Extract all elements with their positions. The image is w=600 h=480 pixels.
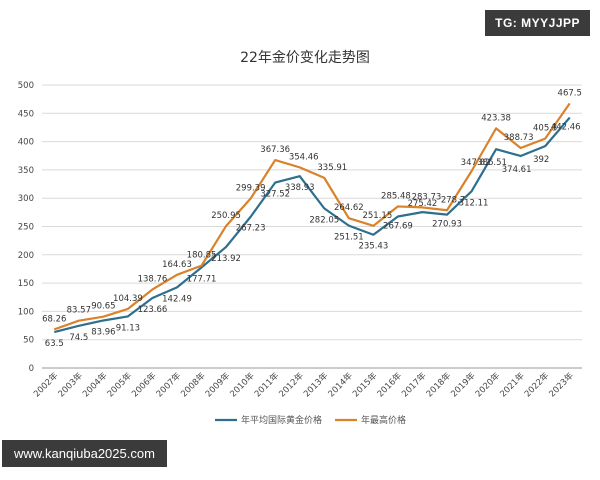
x-tick-label: 2005年 <box>105 370 134 399</box>
data-label: 347.82 <box>461 158 491 168</box>
grid-layer <box>42 84 582 369</box>
data-label: 83.57 <box>67 306 91 316</box>
y-tick-label: 450 <box>18 109 34 119</box>
data-label: 278.7 <box>441 195 465 205</box>
data-label: 83.96 <box>91 327 115 337</box>
data-label: 275.42 <box>408 199 438 209</box>
x-tick-label: 2023年 <box>547 370 576 399</box>
y-tick-label: 100 <box>18 307 34 317</box>
legend-label: 年平均国际黄金价格 <box>241 414 322 426</box>
data-label: 251.51 <box>334 233 364 243</box>
data-label: 282.05 <box>309 215 339 225</box>
x-tick-label: 2003年 <box>56 370 85 399</box>
data-label: 235.43 <box>358 242 388 252</box>
data-label: 270.93 <box>432 220 462 230</box>
x-tick-label: 2010年 <box>228 370 257 399</box>
watermark-top: TG: MYYJJPP <box>485 10 590 36</box>
x-tick-label: 2011年 <box>252 370 281 399</box>
x-axis-ticks: 2002年2003年2004年2005年2006年2007年2008年2009年… <box>31 370 576 399</box>
data-label: 142.49 <box>162 294 192 304</box>
legend-label: 年最高价格 <box>361 414 406 426</box>
data-label: 63.5 <box>45 339 64 349</box>
legend: 年平均国际黄金价格 年最高价格 <box>215 414 406 426</box>
data-label: 423.38 <box>481 113 511 123</box>
y-axis-ticks: 0 50 100 150 200 250 300 350 400 450 500 <box>18 81 34 374</box>
x-tick-label: 2012年 <box>277 370 306 399</box>
series-line-1 <box>53 102 571 331</box>
data-label: 386.51 <box>477 158 507 168</box>
chart-title: 22年金价变化走势图 <box>240 50 370 66</box>
data-label: 285.48 <box>381 191 411 201</box>
y-tick-label: 300 <box>18 194 34 204</box>
data-label: 91.13 <box>116 323 140 333</box>
data-label: 267.23 <box>236 224 266 234</box>
data-label: 267.69 <box>383 221 413 231</box>
data-label: 467.5 <box>558 88 582 98</box>
data-label: 264.62 <box>334 203 364 213</box>
data-label: 123.66 <box>138 305 168 315</box>
data-label: 312.11 <box>459 198 489 208</box>
y-tick-label: 150 <box>18 279 34 289</box>
data-label: 177.71 <box>187 274 217 284</box>
x-tick-label: 2021年 <box>498 370 527 399</box>
series-layer <box>53 102 571 334</box>
series-line-0 <box>54 116 571 334</box>
data-label: 138.76 <box>138 274 168 284</box>
data-label: 354.46 <box>289 152 319 162</box>
y-tick-label: 50 <box>23 336 34 346</box>
data-label: 367.36 <box>260 145 290 155</box>
x-tick-label: 2019年 <box>449 370 478 399</box>
x-tick-label: 2009年 <box>203 370 232 399</box>
data-label: 251.15 <box>362 211 392 221</box>
gold-price-chart: 0 50 100 150 200 250 300 350 400 450 500 2002年2003… <box>18 50 582 426</box>
y-tick-label: 500 <box>18 81 34 91</box>
data-label: 442.46 <box>551 123 581 133</box>
y-tick-label: 200 <box>18 251 34 261</box>
data-label: 104.39 <box>113 294 143 304</box>
x-tick-label: 2013年 <box>301 370 330 399</box>
x-tick-label: 2004年 <box>80 370 109 399</box>
data-label: 388.73 <box>504 133 534 143</box>
data-label: 164.63 <box>162 260 192 270</box>
data-label: 392 <box>533 155 549 165</box>
data-label: 180.85 <box>187 251 217 261</box>
y-tick-label: 350 <box>18 166 34 176</box>
data-label: 374.61 <box>502 165 532 175</box>
chart-card: 0 50 100 150 200 250 300 350 400 450 500 2002年 2003… <box>17 50 582 426</box>
x-tick-label: 2002年 <box>31 370 60 399</box>
x-tick-label: 2006年 <box>129 370 158 399</box>
data-label: 299.39 <box>236 184 266 194</box>
data-label: 213.92 <box>211 254 241 264</box>
data-label: 90.65 <box>91 302 115 312</box>
data-label: 327.52 <box>260 190 290 200</box>
data-label: 283.73 <box>412 192 442 202</box>
x-tick-label: 2014年 <box>326 370 355 399</box>
data-label: 338.93 <box>285 183 315 193</box>
data-label: 74.5 <box>69 333 88 343</box>
data-label: 68.26 <box>42 314 66 324</box>
y-tick-label: 0 <box>29 364 34 374</box>
x-tick-label: 2016年 <box>375 370 404 399</box>
watermark-bottom: www.kanqiuba2025.com <box>2 440 167 467</box>
data-label: 405.3 <box>533 124 557 134</box>
data-label: 335.91 <box>317 163 347 173</box>
x-tick-label: 2008年 <box>179 370 208 399</box>
x-tick-label: 2007年 <box>154 370 183 399</box>
data-label: 250.95 <box>211 211 241 221</box>
x-tick-label: 2022年 <box>522 370 551 399</box>
y-tick-label: 250 <box>18 223 34 233</box>
x-tick-label: 2020年 <box>473 370 502 399</box>
y-tick-label: 400 <box>18 138 34 148</box>
x-tick-label: 2015年 <box>350 370 379 399</box>
x-tick-label: 2017年 <box>399 370 428 399</box>
x-tick-label: 2018年 <box>424 370 453 399</box>
